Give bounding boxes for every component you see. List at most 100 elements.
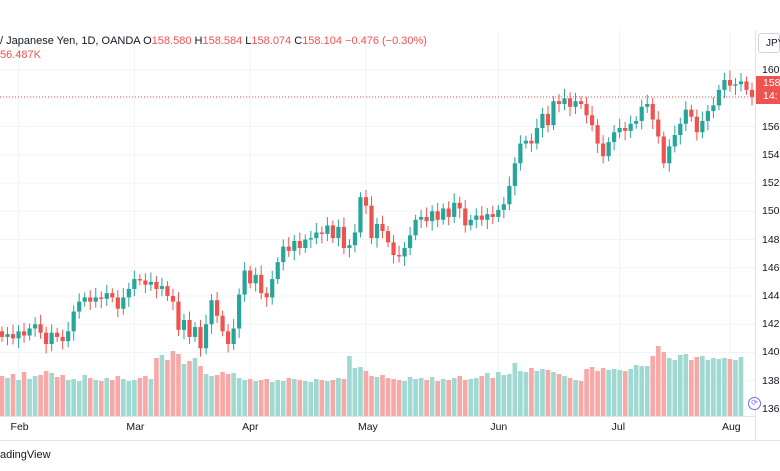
time-tick-label: Mar xyxy=(126,421,145,433)
volume-bar xyxy=(595,371,600,416)
volume-bar xyxy=(126,381,132,416)
time-tick-label: Aug xyxy=(721,421,741,433)
candle-body xyxy=(60,336,65,342)
candle-body xyxy=(319,232,324,234)
volume-bar xyxy=(82,375,88,416)
volume-bar xyxy=(314,379,319,416)
volume-bar xyxy=(573,380,578,416)
candle-body xyxy=(44,332,49,344)
candle-body xyxy=(573,101,578,107)
time-axis[interactable] xyxy=(0,416,755,441)
candle-body xyxy=(578,101,584,104)
volume-bar xyxy=(562,376,567,416)
candle-body xyxy=(358,197,363,233)
volume-bar xyxy=(518,371,523,416)
candle-body xyxy=(5,334,10,337)
volume-bar xyxy=(440,379,446,416)
price-tick-label: 160 xyxy=(762,64,780,77)
bar-countdown: 14: xyxy=(763,90,778,102)
volume-bar xyxy=(187,361,192,416)
volume-bar xyxy=(87,378,93,416)
candle-body xyxy=(749,89,755,97)
candle-body xyxy=(645,104,650,107)
volume-bar xyxy=(512,363,518,416)
volume-bar xyxy=(446,380,452,416)
candle-body xyxy=(413,219,418,236)
volume-bar xyxy=(115,376,121,416)
candle-body xyxy=(281,246,286,263)
volume-bar xyxy=(203,374,209,416)
time-tick-label: Apr xyxy=(242,421,259,433)
volume-bar xyxy=(391,379,396,416)
volume-bar xyxy=(578,381,584,416)
candle-body xyxy=(485,214,490,220)
last-price-value: 158 xyxy=(763,77,780,89)
volume-bar xyxy=(170,351,176,416)
volume-bar xyxy=(413,379,418,416)
candle-body xyxy=(694,116,699,133)
candle-body xyxy=(507,185,512,205)
candle-body xyxy=(314,232,319,239)
legend-open-label: O xyxy=(143,35,152,47)
event-icon[interactable]: ⟳ xyxy=(748,397,761,410)
candle-body xyxy=(264,293,269,298)
tradingview-brand[interactable]: adingView xyxy=(0,449,51,461)
candle-body xyxy=(512,163,517,186)
volume-bar xyxy=(231,373,236,416)
volume-bar xyxy=(358,367,363,416)
volume-bar xyxy=(606,370,611,416)
candle-body xyxy=(639,106,644,121)
candle-body xyxy=(237,294,242,329)
currency-button[interactable]: JPY xyxy=(758,33,780,53)
volume-bar xyxy=(98,381,104,416)
candle-body xyxy=(656,119,661,137)
candle-body xyxy=(132,279,137,289)
candle-body xyxy=(623,128,628,131)
candle-body xyxy=(275,262,280,280)
candle-body xyxy=(385,231,391,243)
candle-body xyxy=(259,274,264,294)
candle-body xyxy=(424,216,429,222)
candle-body xyxy=(479,215,484,220)
volume-bar xyxy=(611,369,617,416)
candle-body xyxy=(562,98,567,104)
candle-body xyxy=(49,332,54,344)
volume-bar xyxy=(104,378,110,416)
candle-body xyxy=(744,81,749,90)
candle-body xyxy=(253,274,258,284)
candle-body xyxy=(0,331,5,337)
price-tick-label: 148 xyxy=(762,233,780,246)
volume-bar xyxy=(258,380,264,416)
candle-body xyxy=(192,327,198,337)
volume-bar xyxy=(0,376,5,416)
candle-body xyxy=(396,255,402,257)
volume-bar xyxy=(280,381,286,416)
candle-body xyxy=(606,142,611,157)
volume-bar xyxy=(220,372,225,416)
candle-body xyxy=(209,300,214,325)
candle-body xyxy=(407,235,413,248)
legend-close-value: 158.104 xyxy=(302,35,342,47)
candle-body xyxy=(419,216,424,220)
volume-bar xyxy=(396,380,402,416)
candle-body xyxy=(143,280,148,285)
candle-body xyxy=(534,128,540,144)
candle-body xyxy=(595,125,600,144)
volume-bar xyxy=(534,371,540,416)
volume-bar xyxy=(622,371,628,416)
candle-body xyxy=(126,288,131,298)
volume-bar xyxy=(672,360,678,416)
candle-body xyxy=(711,105,716,112)
candle-body xyxy=(363,197,369,206)
candle-body xyxy=(214,300,220,316)
volume-bar xyxy=(132,380,137,416)
volume-bar xyxy=(523,372,529,416)
volume-bar xyxy=(209,376,214,416)
volume-bar xyxy=(137,378,143,416)
legend-low-label: L xyxy=(245,35,252,47)
candle-body xyxy=(589,115,595,126)
volume-bar xyxy=(121,379,126,416)
volume-bar xyxy=(507,374,512,416)
